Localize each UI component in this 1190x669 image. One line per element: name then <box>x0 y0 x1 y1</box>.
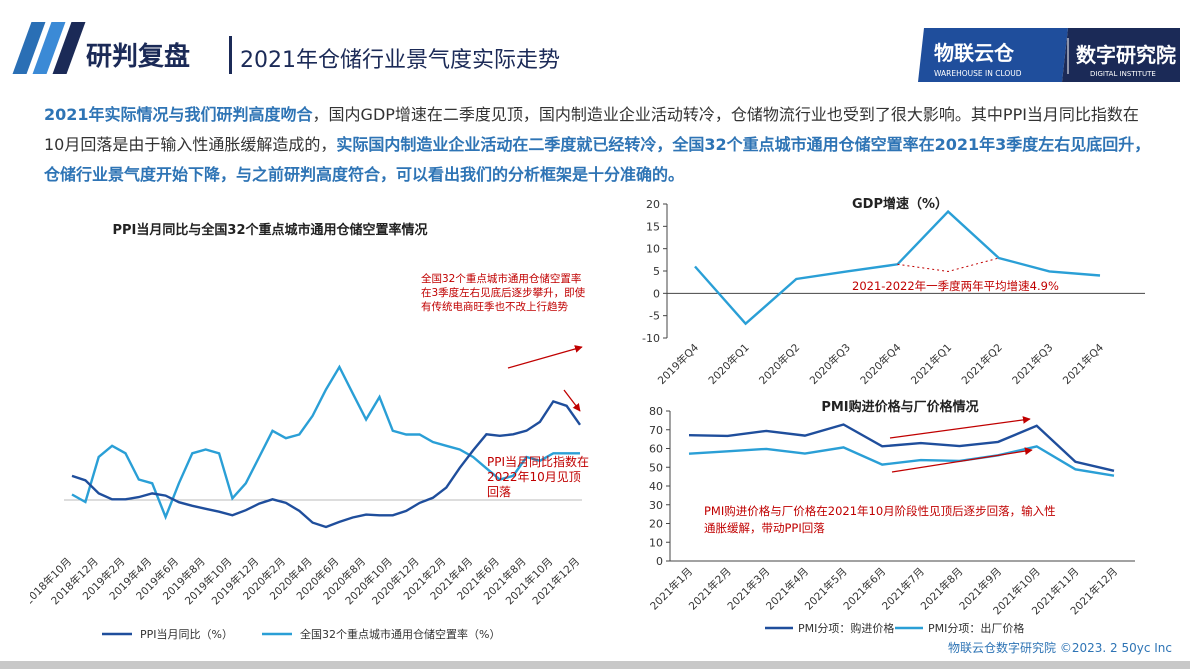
legend-label-ppi: PPI当月同比（%） <box>140 627 233 641</box>
annotation-vacancy-line: 全国32个重点城市通用仓储空置率 <box>421 272 581 285</box>
legend-label-output: PMI分项：出厂价格 <box>928 621 1024 635</box>
x-tick-label: 2020年Q2 <box>756 341 802 387</box>
series-line-gdp <box>694 209 1101 326</box>
intro-text: ，国内GDP增速在二季度见顶，国内制造业企业活动转冷，仓储物流行业也受到了很大影… <box>44 105 1139 154</box>
annotation-pmi-line: PMI购进价格与厂价格在2021年10月阶段性见顶后逐步回落，输入性 <box>704 504 1056 518</box>
x-tick-label: 2021年Q4 <box>1060 341 1106 387</box>
annotation-ppi: PPI当月同比指数在 2022年10月见顶回落 <box>487 454 589 499</box>
logo-right-sub: DIGITAL INSTITUTE <box>1090 70 1156 78</box>
series-line-output <box>688 445 1115 477</box>
x-tick-label: 2019年Q4 <box>655 341 701 387</box>
pmi-chart: PMI购进价格与厂价格情况010203040506070802021年1月202… <box>647 399 1135 635</box>
x-tick-label: 2020年Q3 <box>807 341 853 387</box>
legend-label-purchase: PMI分项：购进价格 <box>798 621 894 635</box>
arrow-vacancy <box>507 345 583 369</box>
annotation-vacancy: 全国32个重点城市通用仓储空置率在3季度左右见底后逐步攀升，即使有传统电商旺季也… <box>421 272 586 313</box>
annotation-ppi-line: 回落 <box>487 485 511 499</box>
y-tick-label: 50 <box>649 461 663 474</box>
chart-title: PMI购进价格与厂价格情况 <box>821 399 978 415</box>
y-tick-label: 20 <box>649 518 663 531</box>
annotation-pmi: PMI购进价格与厂价格在2021年10月阶段性见顶后逐步回落，输入性通胀缓解，带… <box>704 504 1056 535</box>
x-tick-label: 2020年Q4 <box>858 341 904 387</box>
annotation-ppi-line: 2022年10月见顶 <box>487 470 581 484</box>
title-divider <box>229 36 232 74</box>
arrow-output <box>891 447 1033 473</box>
y-tick-label: 0 <box>656 555 663 568</box>
y-tick-label: 20 <box>646 198 660 211</box>
intro-bold-2: 实际国内制造业企业活动在二季度就已经转冷，全国32个重点城市通用仓储空置率在20… <box>44 135 1151 184</box>
annotation-vacancy-line: 有传统电商旺季也不改上行趋势 <box>421 300 568 313</box>
legend-label-vacancy: 全国32个重点城市通用仓储空置率（%） <box>300 627 500 641</box>
y-tick-label: -10 <box>642 332 660 345</box>
logo-right-bg <box>1062 28 1180 82</box>
logo-left-sub: WAREHOUSE IN CLOUD <box>934 69 1022 78</box>
x-tick-label: 2021年Q1 <box>908 341 954 387</box>
y-tick-label: -5 <box>649 310 660 323</box>
series-line-purchase <box>688 423 1115 472</box>
y-tick-label: 40 <box>649 480 663 493</box>
chart-title: GDP增速（%） <box>852 196 948 212</box>
page-subtitle: 2021年仓储行业景气度实际走势 <box>240 48 560 73</box>
y-tick-label: 80 <box>649 405 663 418</box>
logo-left-bg <box>918 28 1068 82</box>
x-tick-label: 2020年Q1 <box>706 341 752 387</box>
x-tick-label: 2021年Q3 <box>1009 341 1055 387</box>
logo-left-text: 物联云仓 <box>934 41 1015 65</box>
x-tick-label: 2021年Q2 <box>959 341 1005 387</box>
footer-bar <box>0 661 1190 669</box>
intro-bold-1: 2021年实际情况与我们研判高度吻合 <box>44 105 313 124</box>
arrow-purchase <box>889 416 1031 439</box>
ppi-vacancy-chart: PPI当月同比与全国32个重点城市通用仓储空置率情况2018年10月2018年1… <box>30 222 589 641</box>
y-tick-label: 30 <box>649 499 663 512</box>
y-tick-label: 10 <box>649 536 663 549</box>
reference-label: 2021-2022年一季度两年平均增速4.9% <box>852 279 1059 293</box>
footer-text: 物联云仓数字研究院 ©2023. 2 50yc Inc <box>948 641 1172 655</box>
arrow-ppi <box>563 389 581 412</box>
intro-paragraph: 2021年实际情况与我们研判高度吻合，国内GDP增速在二季度见顶，国内制造业企业… <box>44 100 1156 190</box>
y-tick-label: 5 <box>653 265 660 278</box>
y-tick-label: 0 <box>653 287 660 300</box>
annotation-vacancy-line: 在3季度左右见底后逐步攀升，即使 <box>421 286 586 299</box>
y-tick-label: 10 <box>646 243 660 256</box>
y-tick-label: 15 <box>646 220 660 233</box>
y-tick-label: 60 <box>649 443 663 456</box>
logo-right-text: 数字研究院 <box>1076 43 1176 67</box>
chart-title: PPI当月同比与全国32个重点城市通用仓储空置率情况 <box>113 222 428 238</box>
annotation-ppi-line: PPI当月同比指数在 <box>487 454 589 469</box>
brand-logo: 物联云仓 WAREHOUSE IN CLOUD 数字研究院 DIGITAL IN… <box>918 28 1180 82</box>
reference-line <box>897 257 999 272</box>
page-title: 研判复盘 <box>86 42 191 72</box>
annotation-pmi-line: 通胀缓解，带动PPI回落 <box>704 521 825 535</box>
header: 研判复盘 2021年仓储行业景气度实际走势 物联云仓 WAREHOUSE IN … <box>0 0 1190 92</box>
y-tick-label: 70 <box>649 424 663 437</box>
